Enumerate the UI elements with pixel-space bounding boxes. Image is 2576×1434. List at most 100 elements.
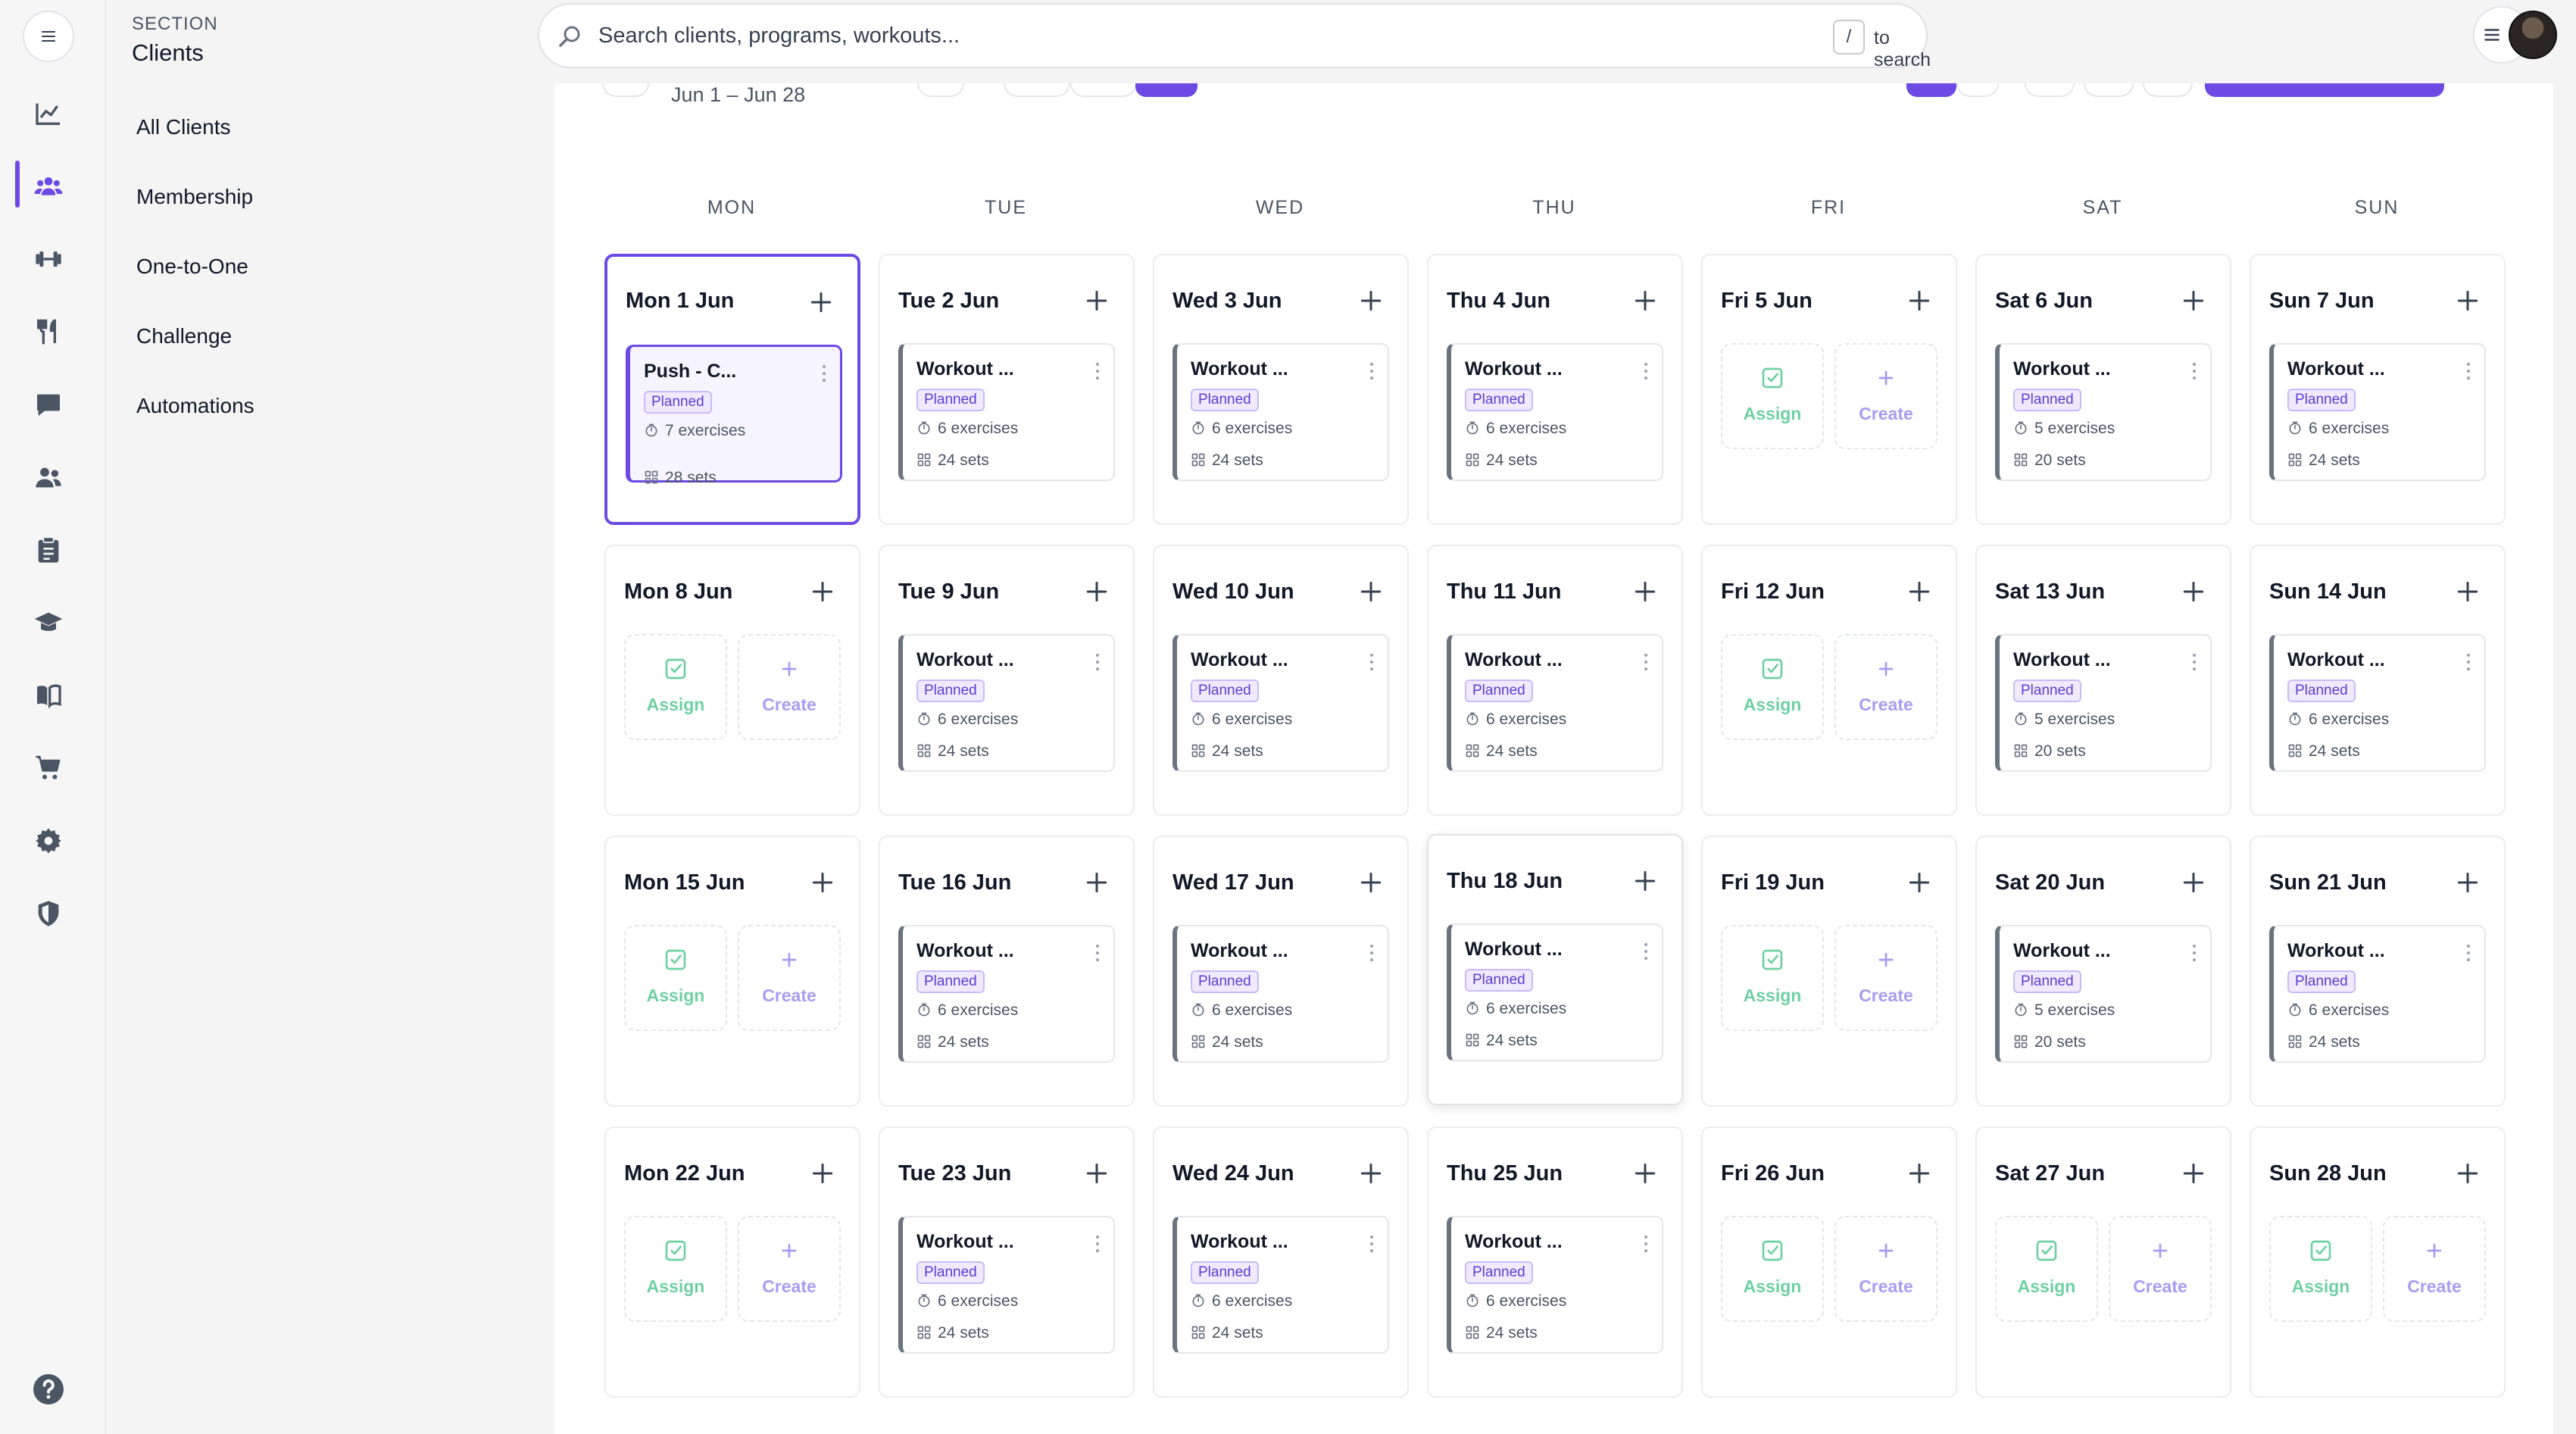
day-cell[interactable]: Mon 8 Jun Assign Create: [604, 545, 860, 816]
workout-card[interactable]: Workout ... Planned 6 exercises 24 sets: [898, 1216, 1115, 1354]
workout-card[interactable]: Workout ... Planned 6 exercises 24 sets: [2269, 634, 2486, 772]
primary-action-button[interactable]: [2205, 83, 2444, 97]
nav-item-one-to-one[interactable]: One-to-One: [136, 255, 248, 278]
add-day-button[interactable]: [1082, 867, 1112, 898]
assign-button[interactable]: Assign: [624, 634, 727, 740]
day-cell[interactable]: Sat 13 Jun Workout ... Planned 5 exercis…: [1975, 545, 2231, 816]
search-box[interactable]: / to search: [538, 3, 1931, 70]
workout-card[interactable]: Workout ... Planned 5 exercises 20 sets: [1995, 634, 2212, 772]
day-cell[interactable]: Wed 10 Jun Workout ... Planned 6 exercis…: [1153, 545, 1409, 816]
workout-card[interactable]: Workout ... Planned 6 exercises 24 sets: [1172, 634, 1389, 772]
assign-button[interactable]: Assign: [624, 1216, 727, 1322]
cart-icon[interactable]: [27, 747, 70, 789]
add-day-button[interactable]: [1630, 286, 1660, 316]
add-day-button[interactable]: [2453, 286, 2483, 316]
more-vertical-icon[interactable]: [2190, 943, 2198, 963]
workout-card[interactable]: Workout ... Planned 6 exercises 24 sets: [898, 343, 1115, 481]
more-vertical-icon[interactable]: [2190, 361, 2198, 381]
workout-card[interactable]: Workout ... Planned 6 exercises 24 sets: [1447, 343, 1663, 481]
toolbar-button-1[interactable]: [2025, 83, 2075, 97]
create-button[interactable]: Create: [2109, 1216, 2212, 1322]
workout-card[interactable]: Workout ... Planned 5 exercises 20 sets: [1995, 343, 2212, 481]
dumbbell-icon[interactable]: [27, 238, 70, 280]
workout-card[interactable]: Workout ... Planned 6 exercises 24 sets: [1172, 1216, 1389, 1354]
more-vertical-icon[interactable]: [1642, 1234, 1650, 1254]
workout-card[interactable]: Push - C... Planned 7 exercises 28 sets: [626, 345, 842, 486]
mode-toggle-inactive[interactable]: [1956, 83, 1999, 97]
day-cell[interactable]: Wed 3 Jun Workout ... Planned 6 exercise…: [1153, 254, 1409, 525]
day-cell[interactable]: Thu 11 Jun Workout ... Planned 6 exercis…: [1427, 545, 1683, 816]
help-icon[interactable]: [30, 1371, 67, 1407]
add-day-button[interactable]: [1082, 1158, 1112, 1189]
day-cell[interactable]: Wed 24 Jun Workout ... Planned 6 exercis…: [1153, 1126, 1409, 1398]
day-cell[interactable]: Sat 27 Jun Assign Create: [1975, 1126, 2231, 1398]
more-vertical-icon[interactable]: [1094, 1234, 1101, 1254]
add-day-button[interactable]: [1356, 576, 1386, 607]
more-vertical-icon[interactable]: [2465, 943, 2472, 963]
assign-button[interactable]: Assign: [1721, 634, 1824, 740]
day-cell[interactable]: Sun 21 Jun Workout ... Planned 6 exercis…: [2250, 836, 2506, 1107]
avatar[interactable]: [2509, 11, 2557, 59]
more-vertical-icon[interactable]: [2465, 652, 2472, 672]
create-button[interactable]: Create: [738, 634, 841, 740]
day-cell[interactable]: Wed 17 Jun Workout ... Planned 6 exercis…: [1153, 836, 1409, 1107]
day-cell[interactable]: Mon 22 Jun Assign Create: [604, 1126, 860, 1398]
add-day-button[interactable]: [1630, 866, 1660, 896]
book-icon[interactable]: [27, 674, 70, 717]
view-toggle-month[interactable]: [1135, 83, 1197, 97]
search-input[interactable]: [598, 18, 1507, 53]
add-day-button[interactable]: [2178, 576, 2209, 607]
workout-card[interactable]: Workout ... Planned 6 exercises 24 sets: [1172, 343, 1389, 481]
more-vertical-icon[interactable]: [1642, 361, 1650, 381]
more-vertical-icon[interactable]: [1368, 652, 1375, 672]
more-vertical-icon[interactable]: [1094, 361, 1101, 381]
nutrition-icon[interactable]: [27, 311, 70, 353]
create-button[interactable]: Create: [738, 925, 841, 1031]
day-cell[interactable]: Fri 5 Jun Assign Create: [1701, 254, 1957, 525]
workout-card[interactable]: Workout ... Planned 6 exercises 24 sets: [1172, 925, 1389, 1063]
toolbar-button-2[interactable]: [2084, 83, 2134, 97]
mode-toggle-active[interactable]: [1906, 83, 1956, 97]
day-cell[interactable]: Tue 23 Jun Workout ... Planned 6 exercis…: [879, 1126, 1135, 1398]
add-day-button[interactable]: [2453, 576, 2483, 607]
sidebar-toggle-button[interactable]: [23, 11, 74, 62]
view-toggle-week[interactable]: [1004, 83, 1070, 97]
more-vertical-icon[interactable]: [1368, 361, 1375, 381]
workout-card[interactable]: Workout ... Planned 6 exercises 24 sets: [1447, 1216, 1663, 1354]
add-day-button[interactable]: [2453, 867, 2483, 898]
add-day-button[interactable]: [2178, 867, 2209, 898]
create-button[interactable]: Create: [1834, 925, 1937, 1031]
nav-item-automations[interactable]: Automations: [136, 394, 254, 417]
add-day-button[interactable]: [807, 867, 838, 898]
nav-item-all-clients[interactable]: All Clients: [136, 115, 231, 139]
more-vertical-icon[interactable]: [1368, 943, 1375, 963]
more-vertical-icon[interactable]: [1368, 1234, 1375, 1254]
day-cell[interactable]: Tue 9 Jun Workout ... Planned 6 exercise…: [879, 545, 1135, 816]
create-button[interactable]: Create: [2383, 1216, 2486, 1322]
clients-icon[interactable]: [27, 165, 70, 208]
workout-card[interactable]: Workout ... Planned 6 exercises 24 sets: [1447, 923, 1663, 1061]
groups-icon[interactable]: [27, 456, 70, 498]
prev-button[interactable]: [602, 83, 649, 97]
assign-button[interactable]: Assign: [2269, 1216, 2372, 1322]
day-cell[interactable]: Mon 1 Jun Push - C... Planned 7 exercise…: [604, 254, 860, 525]
workout-card[interactable]: Workout ... Planned 6 exercises 24 sets: [1447, 634, 1663, 772]
toolbar-button-3[interactable]: [2143, 83, 2193, 97]
day-cell[interactable]: Sun 7 Jun Workout ... Planned 6 exercise…: [2250, 254, 2506, 525]
create-button[interactable]: Create: [1834, 343, 1937, 449]
assign-button[interactable]: Assign: [1721, 925, 1824, 1031]
add-day-button[interactable]: [1904, 867, 1934, 898]
add-day-button[interactable]: [1356, 286, 1386, 316]
add-day-button[interactable]: [1904, 1158, 1934, 1189]
day-cell[interactable]: Tue 2 Jun Workout ... Planned 6 exercise…: [879, 254, 1135, 525]
day-cell[interactable]: Tue 16 Jun Workout ... Planned 6 exercis…: [879, 836, 1135, 1107]
nav-item-membership[interactable]: Membership: [136, 185, 254, 208]
workout-card[interactable]: Workout ... Planned 6 exercises 24 sets: [2269, 343, 2486, 481]
workout-card[interactable]: Workout ... Planned 6 exercises 24 sets: [898, 634, 1115, 772]
add-day-button[interactable]: [1356, 867, 1386, 898]
add-day-button[interactable]: [2453, 1158, 2483, 1189]
day-cell[interactable]: Mon 15 Jun Assign Create: [604, 836, 860, 1107]
add-day-button[interactable]: [1082, 576, 1112, 607]
more-vertical-icon[interactable]: [1094, 652, 1101, 672]
add-day-button[interactable]: [1630, 1158, 1660, 1189]
